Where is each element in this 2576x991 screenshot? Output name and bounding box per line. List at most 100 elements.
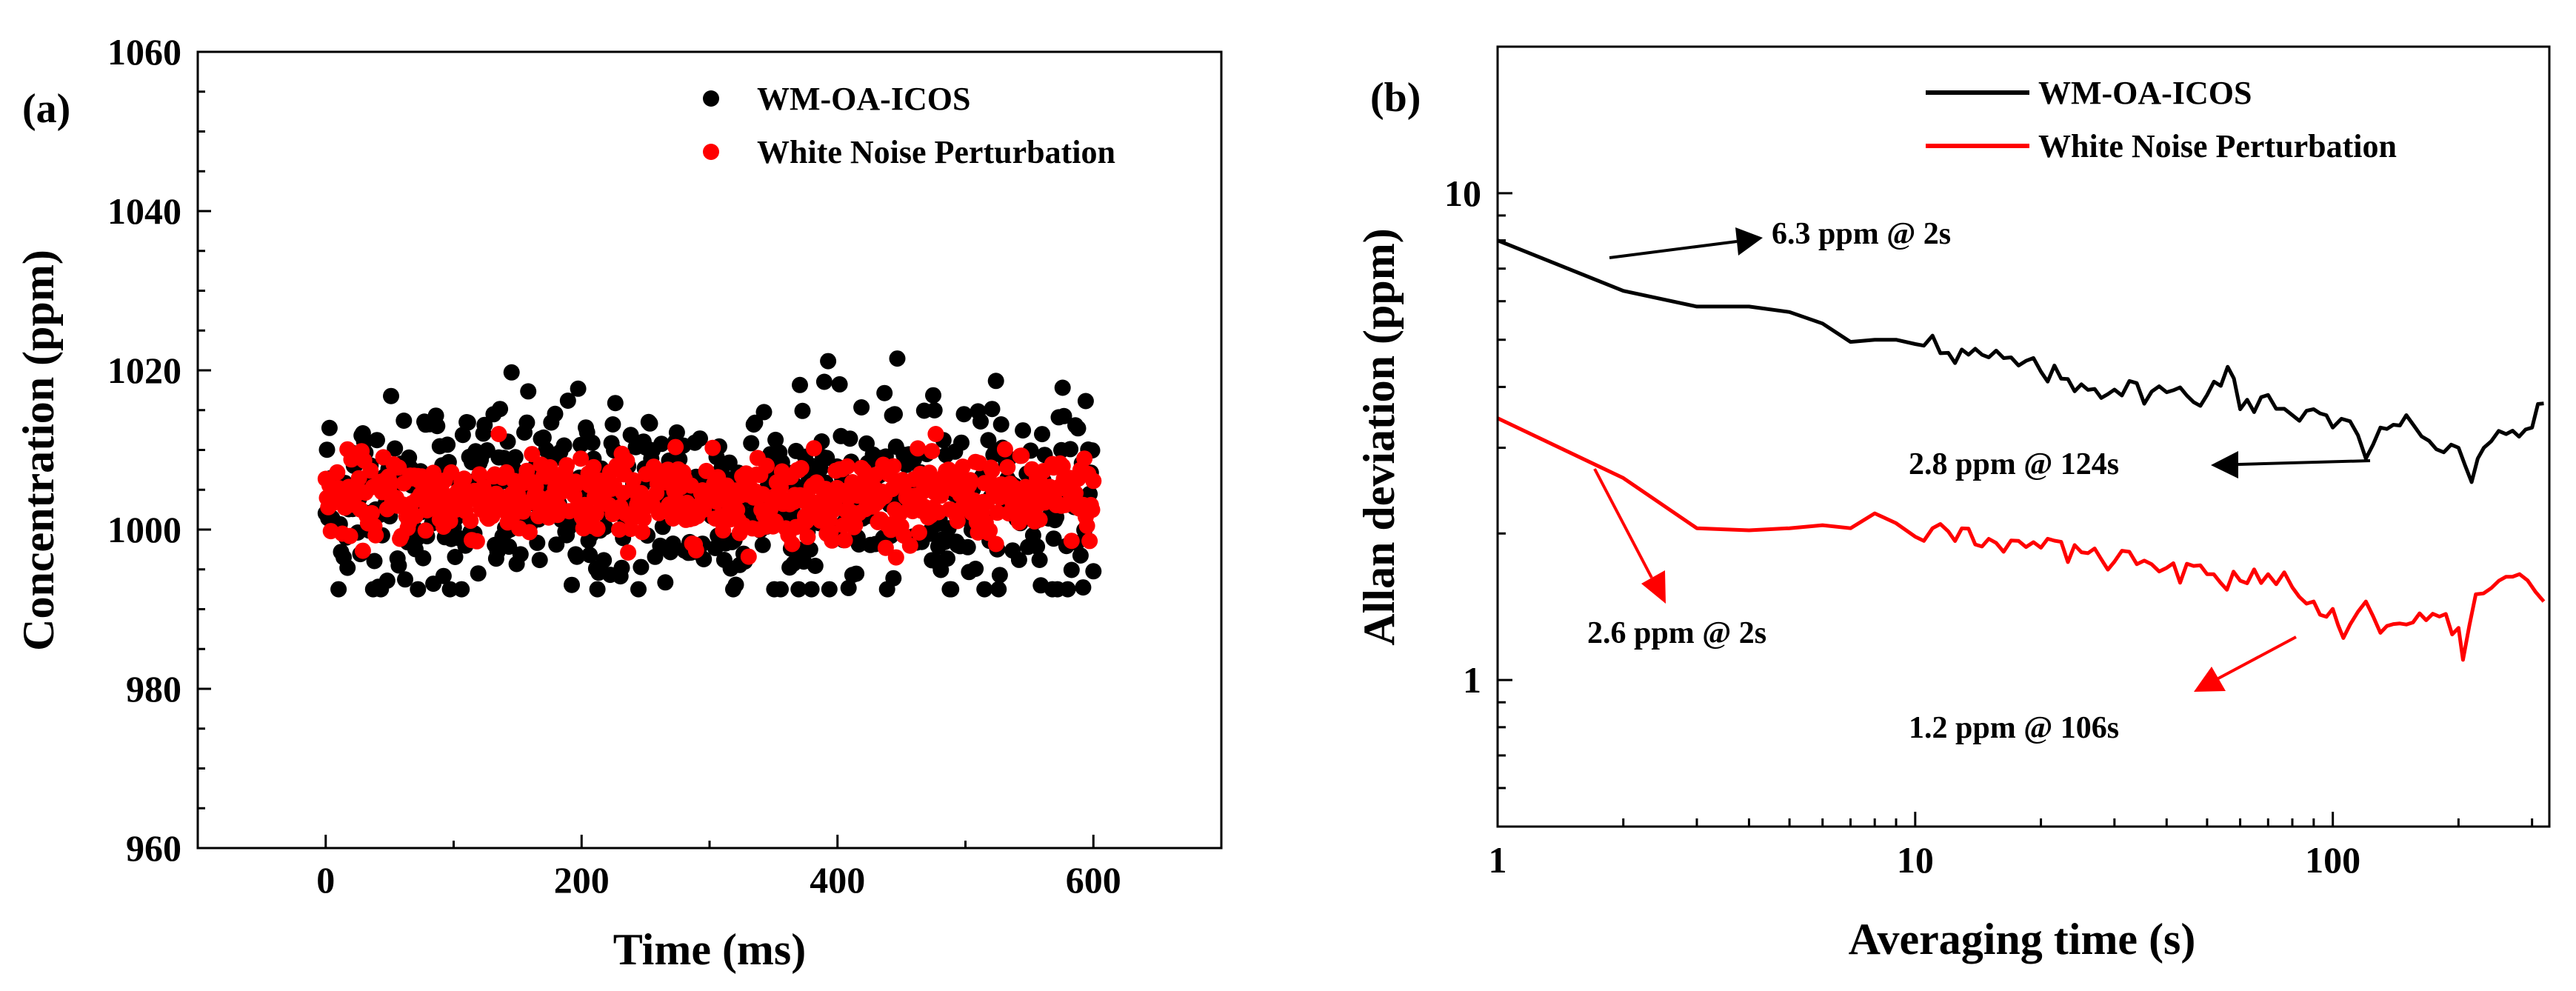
annotation-label: 1.2 ppm @ 106s xyxy=(1909,711,2119,745)
data-point xyxy=(589,581,606,598)
data-point xyxy=(657,574,674,591)
data-point xyxy=(885,570,902,587)
y-tick-label: 1020 xyxy=(107,350,181,391)
data-point xyxy=(1067,484,1084,501)
data-point xyxy=(1054,379,1071,396)
data-point xyxy=(573,450,590,467)
data-point xyxy=(547,405,564,422)
data-point xyxy=(692,430,708,447)
data-point xyxy=(341,527,358,544)
data-point xyxy=(570,380,587,397)
data-point xyxy=(972,413,989,430)
data-point xyxy=(492,401,509,418)
data-point xyxy=(350,470,367,487)
arrowhead-icon xyxy=(2194,667,2226,692)
data-point xyxy=(339,559,356,576)
data-point xyxy=(1084,501,1101,518)
data-point xyxy=(984,461,1001,478)
x-tick-label: 200 xyxy=(554,859,610,901)
data-point xyxy=(1010,551,1027,568)
data-point xyxy=(618,453,635,470)
data-point xyxy=(981,522,998,539)
data-point xyxy=(959,538,976,555)
data-point xyxy=(784,535,801,553)
data-point xyxy=(604,416,621,433)
data-point xyxy=(747,414,764,431)
allan-line-white-noise xyxy=(1498,416,2546,662)
data-point xyxy=(989,504,1006,521)
data-point xyxy=(1029,538,1046,555)
data-point xyxy=(967,561,984,577)
panel-b-x-tick-labels: 1 10 100 xyxy=(1489,839,2361,881)
annotation-2-6ppm: 2.6 ppm @ 2s xyxy=(1587,468,1766,650)
x-tick-label: 10 xyxy=(1897,839,1934,881)
legend-label-white-noise: White Noise Perturbation xyxy=(757,134,1115,170)
data-point xyxy=(555,437,573,454)
data-point xyxy=(1059,581,1076,598)
data-point xyxy=(443,464,460,481)
data-point xyxy=(790,581,807,598)
data-point xyxy=(390,557,407,574)
data-point xyxy=(773,581,789,598)
panel-a-ticks xyxy=(196,50,1223,850)
data-point xyxy=(799,528,816,545)
data-point xyxy=(454,427,471,444)
legend-label-b-wm-oa-icos: WM-OA-ICOS xyxy=(2038,75,2252,111)
data-point xyxy=(794,402,811,419)
data-point xyxy=(581,547,598,564)
data-point xyxy=(954,458,971,476)
y-tick-label: 1040 xyxy=(107,190,181,232)
x-tick-label: 400 xyxy=(810,859,865,901)
annotation-arrow-shaft xyxy=(2238,459,2371,466)
data-point xyxy=(366,553,383,570)
data-point xyxy=(1034,426,1050,443)
data-point xyxy=(1070,420,1087,437)
panel-a-x-tick-labels: 0 200 400 600 xyxy=(316,859,1121,901)
data-point xyxy=(453,581,470,598)
panel-a-y-axis-title: Concentration (ppm) xyxy=(14,250,63,651)
legend-label-b-white-noise: White Noise Perturbation xyxy=(2038,128,2397,164)
panel-b: (b) 1 10 100 1 10 Averaging time (s) Allan … xyxy=(1355,45,2551,964)
data-point xyxy=(507,449,524,466)
data-point xyxy=(471,466,488,483)
data-point xyxy=(668,424,685,441)
data-point xyxy=(633,558,650,575)
annotation-arrow-shaft xyxy=(1593,468,1653,578)
data-point xyxy=(1031,552,1048,568)
data-point xyxy=(589,520,606,537)
data-point xyxy=(1045,530,1062,547)
data-point xyxy=(495,450,513,467)
y-tick-label: 10 xyxy=(1444,173,1481,214)
data-point xyxy=(558,457,575,474)
annotation-1-2ppm: 1.2 ppm @ 106s xyxy=(1909,635,2297,745)
legend-marker-wm-oa-icos xyxy=(703,90,719,107)
panel-a-y-tick-labels: 960 980 1000 1020 1040 1060 xyxy=(107,31,181,869)
legend-marker-white-noise xyxy=(703,144,719,160)
data-point xyxy=(1081,533,1098,550)
panel-b-x-axis-title: Averaging time (s) xyxy=(1849,915,2196,964)
data-point xyxy=(613,559,630,576)
allan-line-wm-oa-icos xyxy=(1498,238,2544,484)
data-point xyxy=(841,430,858,447)
data-point xyxy=(1075,579,1092,596)
scatter-series-white-noise xyxy=(317,426,1102,566)
data-point xyxy=(836,532,853,549)
data-point xyxy=(468,533,485,550)
data-point xyxy=(926,402,943,418)
data-point xyxy=(410,581,427,598)
data-point xyxy=(520,383,537,400)
data-point xyxy=(887,406,903,423)
data-point xyxy=(1062,441,1079,458)
data-point xyxy=(1077,393,1094,410)
data-point xyxy=(459,414,476,431)
data-point xyxy=(754,536,771,553)
data-point xyxy=(568,548,585,565)
data-point xyxy=(1076,450,1093,467)
data-point xyxy=(1063,533,1080,550)
data-point xyxy=(620,544,637,561)
data-point xyxy=(559,393,576,409)
annotation-arrow-shaft xyxy=(2218,635,2297,680)
data-point xyxy=(447,549,464,565)
data-point xyxy=(803,581,820,598)
data-point xyxy=(330,581,347,598)
